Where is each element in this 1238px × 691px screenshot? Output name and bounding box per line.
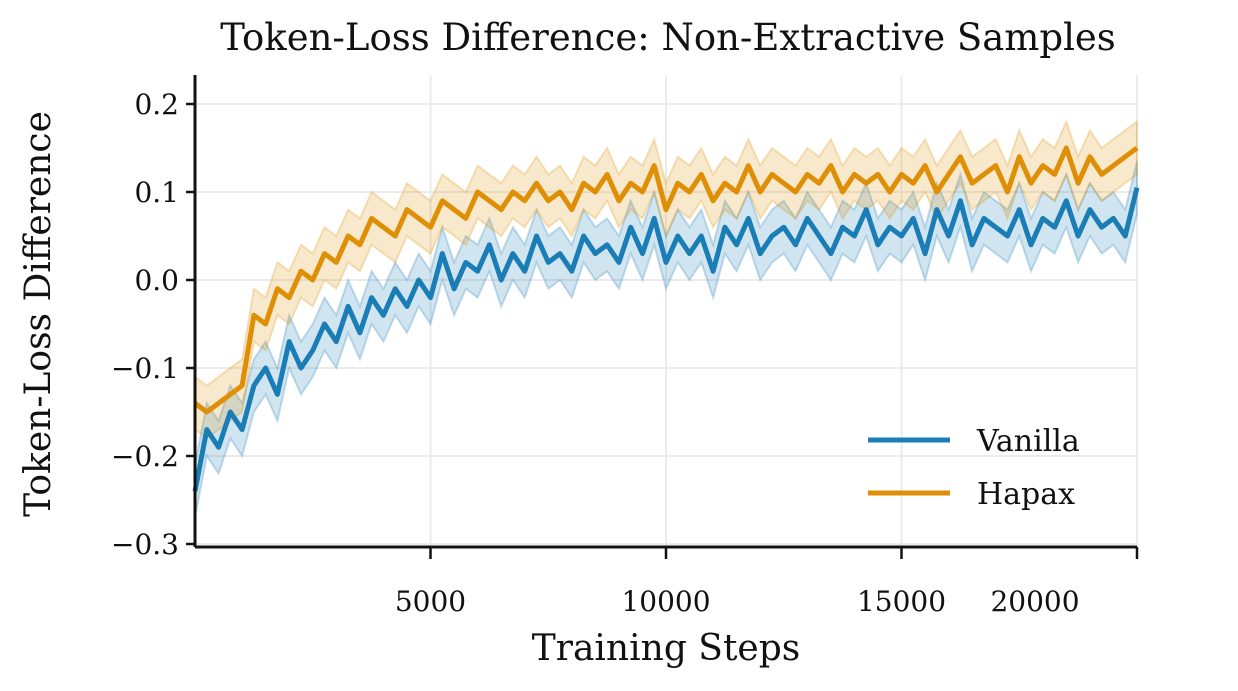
y-axis-label: Token-Loss Difference (18, 111, 59, 517)
x-tick-label: 10000 (621, 585, 710, 618)
ci-bands (194, 118, 1138, 518)
y-tick-label: 0.2 (134, 88, 179, 121)
x-tick-label: 5000 (395, 585, 466, 618)
series-lines (192, 145, 1140, 492)
x-tick-label: 15000 (857, 585, 946, 618)
tick-labels: −0.3 −0.2 −0.1 0.0 0.1 0.2 5000 10000 15000 20000 (111, 88, 1080, 618)
legend: Vanilla Hapax (868, 424, 1080, 512)
y-tick-label: −0.1 (111, 352, 179, 385)
legend-label-vanilla: Vanilla (976, 424, 1080, 459)
line-hapax (193, 145, 1139, 415)
ci-band-vanilla (194, 160, 1138, 518)
y-tick-label: −0.3 (111, 528, 179, 561)
chart-title: Token-Loss Difference: Non-Extractive Sa… (220, 16, 1116, 59)
legend-label-hapax: Hapax (977, 477, 1075, 512)
grid (195, 75, 1138, 547)
x-axis-label: Training Steps (532, 628, 801, 669)
y-tick-label: 0.1 (134, 176, 179, 209)
y-tick-label: −0.2 (111, 440, 179, 473)
x-tick-label: 20000 (990, 585, 1079, 618)
y-tick-label: 0.0 (134, 264, 179, 297)
axes (186, 75, 1139, 559)
ci-band-hapax (194, 118, 1138, 440)
line-vanilla (192, 187, 1140, 492)
